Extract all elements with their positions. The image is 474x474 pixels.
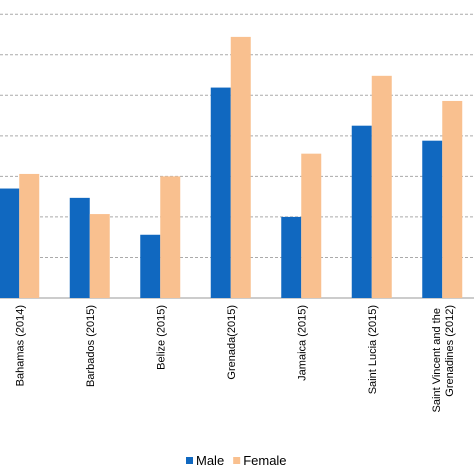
bar [230, 36, 251, 299]
bar [371, 75, 392, 298]
bar [160, 176, 181, 298]
x-tick-label: Barbados (2015) [85, 305, 97, 387]
bar [19, 173, 40, 298]
bar [69, 197, 90, 298]
x-tick-label: Belize (2015) [155, 305, 167, 370]
x-tick-label: Saint Vincent and the Grenadines (2012) [431, 305, 456, 412]
bar [442, 100, 463, 298]
legend-swatch [233, 457, 241, 464]
bar [140, 234, 161, 298]
bar [89, 214, 110, 298]
x-tick-label: Jamaica (2015) [296, 305, 308, 381]
legend-label: Male [196, 453, 224, 468]
legend-label: Female [243, 453, 286, 468]
x-tick-label: Saint Lucia (2015) [367, 305, 379, 394]
bar [0, 188, 20, 298]
bar [351, 125, 372, 298]
x-tick-label: Grenada(2015) [226, 305, 238, 380]
bar [210, 87, 231, 299]
legend-swatch [186, 457, 193, 464]
bar [422, 140, 443, 298]
x-tick-label: Bahamas (2014) [14, 305, 26, 386]
bar [281, 216, 302, 298]
bar [301, 153, 322, 298]
